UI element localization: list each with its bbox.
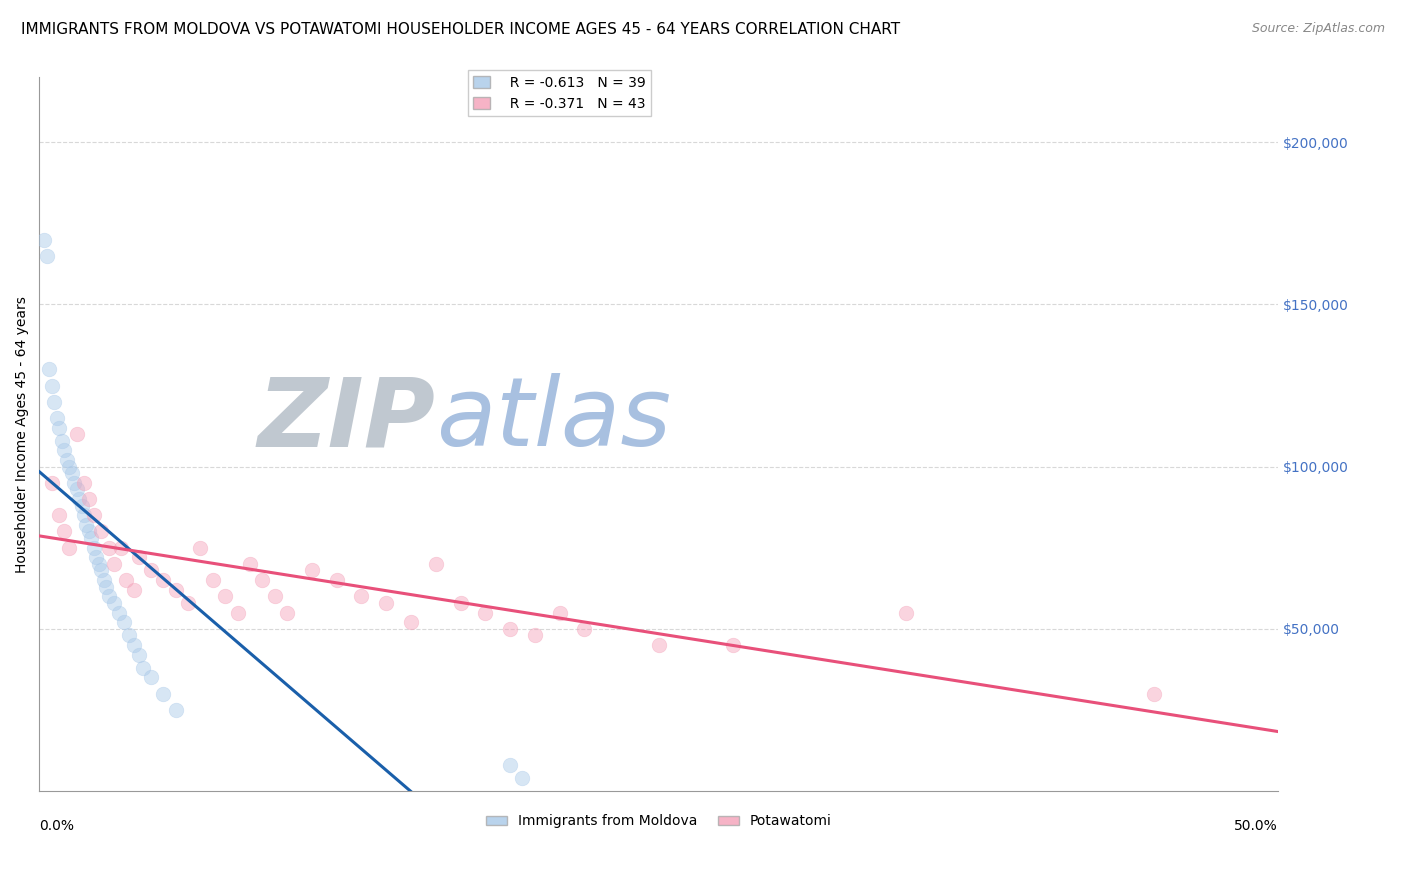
Point	[112, 615, 135, 630]
Point	[76, 518, 98, 533]
Point	[139, 563, 162, 577]
Point	[38, 362, 60, 376]
Text: IMMIGRANTS FROM MOLDOVA VS POTAWATOMI HOUSEHOLDER INCOME AGES 45 - 64 YEARS CORR: IMMIGRANTS FROM MOLDOVA VS POTAWATOMI HO…	[21, 22, 900, 37]
Point	[65, 427, 87, 442]
Point	[252, 573, 274, 587]
Point	[48, 420, 70, 434]
Point	[103, 557, 125, 571]
Point	[103, 596, 125, 610]
Point	[499, 758, 522, 772]
Point	[276, 606, 298, 620]
Point	[239, 557, 262, 571]
Point	[70, 499, 93, 513]
Text: 50.0%: 50.0%	[1234, 820, 1278, 833]
Point	[93, 573, 115, 587]
Point	[165, 703, 187, 717]
Point	[77, 491, 100, 506]
Point	[55, 453, 77, 467]
Point	[107, 606, 129, 620]
Point	[523, 628, 546, 642]
Point	[190, 541, 212, 555]
Text: 0.0%: 0.0%	[39, 820, 75, 833]
Point	[214, 590, 236, 604]
Point	[399, 615, 422, 630]
Point	[87, 557, 110, 571]
Point	[58, 459, 80, 474]
Point	[97, 541, 120, 555]
Point	[44, 394, 66, 409]
Point	[83, 541, 105, 555]
Point	[41, 378, 63, 392]
Point	[474, 606, 496, 620]
Point	[90, 524, 112, 539]
Point	[226, 606, 249, 620]
Point	[115, 573, 138, 587]
Point	[325, 573, 347, 587]
Y-axis label: Householder Income Ages 45 - 64 years: Householder Income Ages 45 - 64 years	[15, 296, 30, 573]
Point	[48, 508, 70, 523]
Point	[65, 483, 87, 497]
Point	[41, 475, 63, 490]
Point	[721, 638, 744, 652]
Point	[53, 443, 76, 458]
Point	[122, 582, 145, 597]
Point	[86, 550, 108, 565]
Point	[122, 638, 145, 652]
Point	[63, 475, 86, 490]
Point	[96, 580, 118, 594]
Point	[375, 596, 398, 610]
Point	[139, 670, 162, 684]
Point	[301, 563, 323, 577]
Point	[152, 687, 174, 701]
Point	[67, 491, 90, 506]
Point	[34, 233, 56, 247]
Point	[574, 622, 596, 636]
Point	[1143, 687, 1166, 701]
Point	[58, 541, 80, 555]
Point	[128, 550, 150, 565]
Point	[77, 524, 100, 539]
Point	[263, 590, 285, 604]
Point	[512, 771, 534, 785]
Point	[548, 606, 571, 620]
Point	[45, 411, 67, 425]
Point	[132, 661, 155, 675]
Point	[499, 622, 522, 636]
Text: atlas: atlas	[436, 374, 671, 467]
Point	[425, 557, 447, 571]
Point	[73, 508, 96, 523]
Point	[60, 466, 83, 480]
Point	[128, 648, 150, 662]
Point	[97, 590, 120, 604]
Point	[73, 475, 96, 490]
Point	[350, 590, 373, 604]
Point	[83, 508, 105, 523]
Point	[165, 582, 187, 597]
Point	[90, 563, 112, 577]
Text: Source: ZipAtlas.com: Source: ZipAtlas.com	[1251, 22, 1385, 36]
Point	[152, 573, 174, 587]
Point	[51, 434, 73, 448]
Point	[648, 638, 671, 652]
Point	[53, 524, 76, 539]
Point	[110, 541, 132, 555]
Point	[201, 573, 224, 587]
Text: ZIP: ZIP	[257, 374, 436, 467]
Point	[177, 596, 200, 610]
Point	[117, 628, 139, 642]
Legend: Immigrants from Moldova, Potawatomi: Immigrants from Moldova, Potawatomi	[481, 809, 838, 834]
Point	[80, 531, 103, 545]
Point	[896, 606, 918, 620]
Point	[35, 249, 58, 263]
Point	[450, 596, 472, 610]
